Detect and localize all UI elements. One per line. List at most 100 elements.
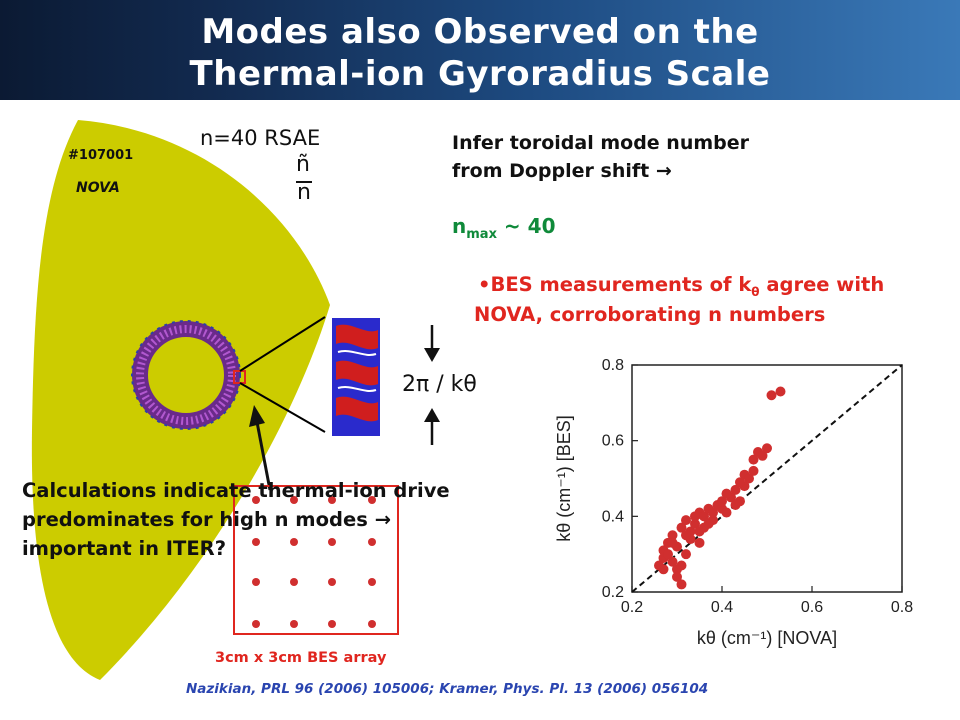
data-point xyxy=(663,549,673,560)
data-point xyxy=(744,473,754,484)
y-tick-label: 0.6 xyxy=(602,433,624,450)
zoom-line-bottom xyxy=(239,382,326,433)
x-tick-label: 0.8 xyxy=(891,599,913,616)
title-bar: Modes also Observed on the Thermal-ion G… xyxy=(0,0,960,100)
bes-channel-dot xyxy=(368,496,376,504)
bes-channel-dot xyxy=(290,620,298,628)
data-point xyxy=(694,526,705,537)
bes-theta: θ xyxy=(751,284,760,299)
slide-title-line-1: Modes also Observed on the xyxy=(201,12,759,52)
nmax-sub: max xyxy=(466,227,497,242)
infer-line-1: Infer toroidal mode number xyxy=(452,132,750,154)
mode-zoom-inset xyxy=(332,318,380,436)
data-point xyxy=(730,484,741,495)
data-point xyxy=(775,386,786,397)
bes-line-2: NOVA, corroborating n numbers xyxy=(474,303,826,326)
nova-diagram xyxy=(20,100,520,700)
bes-line-1: •BES measurements of kθ agree with xyxy=(478,273,884,299)
data-point xyxy=(676,522,687,533)
mode-label: n=40 RSAE xyxy=(200,126,321,150)
reference-line xyxy=(631,364,903,593)
data-point xyxy=(748,454,759,465)
y-tick-label: 0.4 xyxy=(602,508,624,525)
bes-channel-dot xyxy=(252,578,260,586)
scatter-chart-canvas: 0.2 0.4 0.6 0.8 0.2 0.4 0.6 0.8 kθ (cm⁻¹) [NOVA]… xyxy=(554,357,913,648)
bes-array-label: 3cm x 3cm BES array xyxy=(215,650,387,666)
bes-channel-dot xyxy=(328,620,336,628)
data-point xyxy=(703,518,714,529)
bes-channel-dot xyxy=(252,538,260,546)
bes-channel-dot xyxy=(290,538,298,546)
density-quantity: ñ xyxy=(296,152,310,177)
plasma-cross-section xyxy=(31,120,330,680)
y-tick-label: 0.8 xyxy=(602,357,624,374)
x-tick-label: 0.2 xyxy=(621,599,643,616)
bes-channel-dot xyxy=(252,620,260,628)
y-axis-label: kθ (cm⁻¹) [BES] xyxy=(554,415,574,542)
citation: Nazikian, PRL 96 (2006) 105006; Kramer, … xyxy=(186,681,709,697)
bes-channel-dot xyxy=(328,496,336,504)
bes-array-dots xyxy=(252,496,376,628)
bes-channel-dot xyxy=(290,578,298,586)
bes-array-box xyxy=(233,485,399,635)
calc-text: Calculations indicate thermal-ion drive … xyxy=(22,476,450,563)
y-tick-label: 0.2 xyxy=(602,584,624,601)
mode-ring-outer xyxy=(131,320,241,430)
data-point xyxy=(708,507,718,518)
data-point xyxy=(676,579,687,590)
x-tick-label: 0.4 xyxy=(711,599,733,616)
data-point xyxy=(717,496,727,507)
bes-line-1-end: agree with xyxy=(759,273,885,296)
bes-channel-dot xyxy=(328,538,336,546)
nmax-value: ~ 40 xyxy=(496,214,556,238)
zoom-box xyxy=(233,370,246,384)
calc-line-3: important in ITER? xyxy=(22,537,227,560)
data-point xyxy=(699,511,709,522)
data-point xyxy=(667,556,678,567)
calc-line-1: Calculations indicate thermal-ion drive xyxy=(22,479,450,502)
data-point xyxy=(667,530,678,541)
nmax-label: nmax ~ 40 xyxy=(452,214,555,242)
data-point xyxy=(681,549,691,560)
data-point xyxy=(681,530,691,541)
bes-channel-dot xyxy=(368,578,376,586)
pointer-arrow-head xyxy=(249,405,265,427)
wavelength-label: 2π / kθ xyxy=(402,372,477,397)
kθ-scatter-chart: 0.2 0.4 0.6 0.8 0.2 0.4 0.6 0.8 kθ (cm⁻¹) [NOVA]… xyxy=(540,345,950,665)
density-denominator: n xyxy=(297,180,311,205)
calc-line-2: predominates for high n modes → xyxy=(22,508,391,531)
data-point xyxy=(766,390,777,401)
plot-frame xyxy=(631,364,903,593)
data-point xyxy=(694,537,705,548)
nova-diagram-canvas xyxy=(31,120,440,680)
shot-number: #107001 xyxy=(68,148,134,163)
data-point xyxy=(721,507,732,518)
infer-line-2: from Doppler shift → xyxy=(452,160,672,182)
code-label: NOVA xyxy=(76,180,120,196)
bes-channel-dot xyxy=(328,578,336,586)
data-point xyxy=(658,564,669,575)
data-point xyxy=(690,518,700,529)
nmax-base: n xyxy=(452,214,467,238)
pointer-arrow xyxy=(255,421,272,491)
data-point xyxy=(757,450,768,461)
data-point xyxy=(667,537,678,548)
data-point xyxy=(676,560,687,571)
slide-title-line-2: Thermal-ion Gyroradius Scale xyxy=(189,54,771,94)
wavelength-arrows xyxy=(424,325,440,445)
bes-line-1-start: •BES measurements of k xyxy=(478,273,752,296)
x-tick-label: 0.6 xyxy=(801,599,823,616)
data-point xyxy=(748,465,759,476)
data-point xyxy=(735,477,745,488)
bes-channel-dot xyxy=(368,620,376,628)
data-point xyxy=(762,443,772,454)
bes-channel-dot xyxy=(290,496,298,504)
x-axis-label: kθ (cm⁻¹) [NOVA] xyxy=(697,628,837,648)
mode-ring-texture xyxy=(136,325,236,425)
data-point xyxy=(735,496,745,507)
data-point xyxy=(681,515,691,526)
bes-channel-dot xyxy=(252,496,260,504)
fraction-bar xyxy=(296,181,312,183)
bes-channel-dot xyxy=(368,538,376,546)
data-point xyxy=(721,488,732,499)
